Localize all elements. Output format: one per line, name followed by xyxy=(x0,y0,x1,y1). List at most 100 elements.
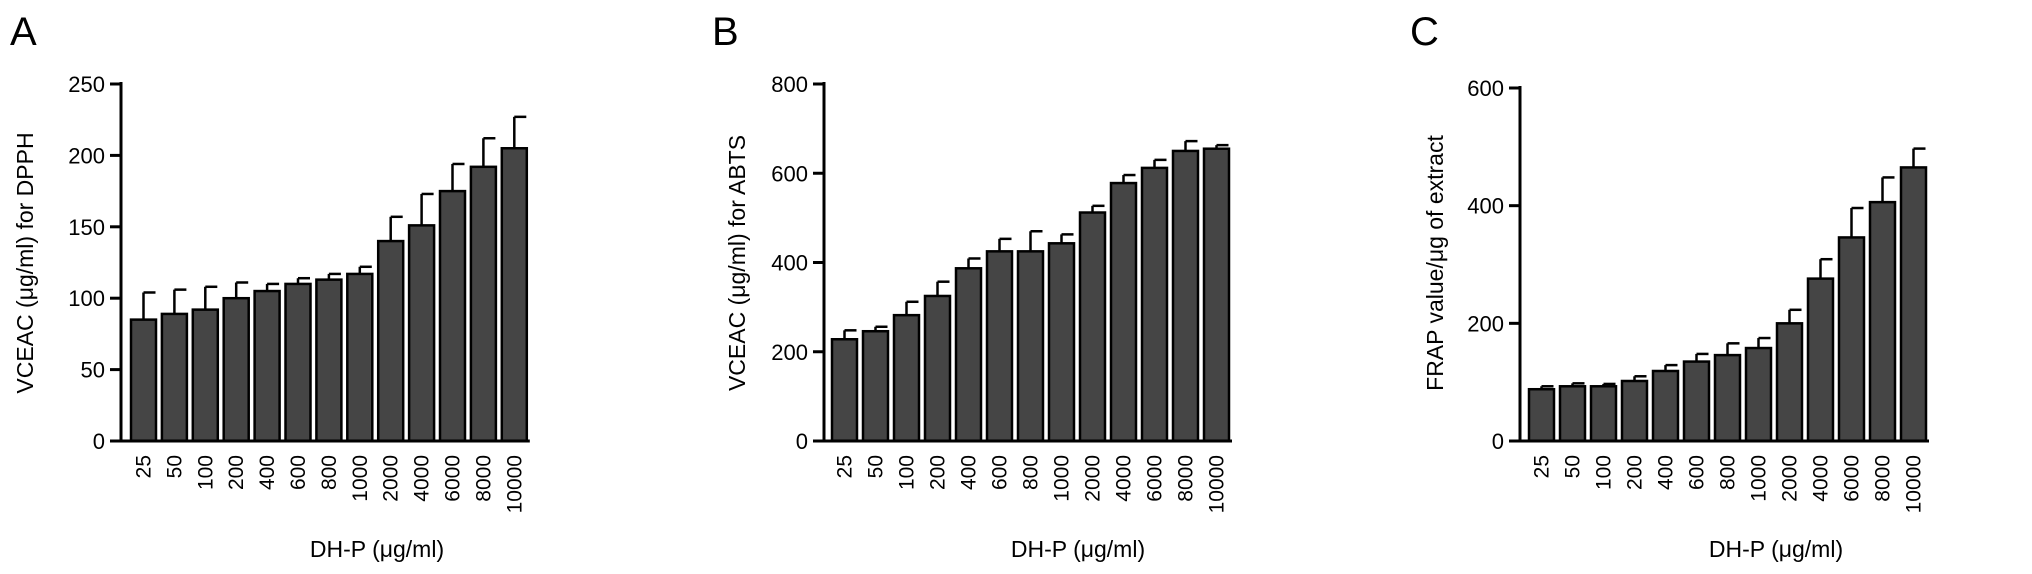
y-axis-title: FRAP value/μg of extract xyxy=(1422,135,1448,391)
y-tick-label: 100 xyxy=(68,286,105,311)
panel-c: C FRAP value/μg of extract DH-P (μg/ml) … xyxy=(1410,10,1929,562)
bar xyxy=(1620,379,1649,443)
x-tick-label: 10000 xyxy=(1206,455,1229,513)
bar xyxy=(892,313,921,443)
x-tick-label: 50 xyxy=(163,455,186,478)
x-tick-label: 10000 xyxy=(1903,455,1926,513)
bar xyxy=(923,294,952,443)
x-tick-label: 1000 xyxy=(1748,455,1771,502)
bar xyxy=(1016,250,1045,443)
x-axis-title: DH-P (μg/ml) xyxy=(1709,536,1843,562)
x-tick-label: 25 xyxy=(834,455,857,478)
x-tick-label: 25 xyxy=(1531,455,1554,478)
y-tick-label: 200 xyxy=(771,340,808,365)
y-tick-label: 600 xyxy=(771,161,808,186)
bar xyxy=(407,224,436,443)
x-axis-title: DH-P (μg/ml) xyxy=(310,536,444,562)
y-tick-label: 0 xyxy=(93,429,105,454)
x-tick-label: 600 xyxy=(287,455,310,490)
x-tick-label: 4000 xyxy=(411,455,434,502)
x-tick-label: 4000 xyxy=(1113,455,1136,502)
x-tick-label: 200 xyxy=(1624,455,1647,490)
panel-letter: B xyxy=(712,10,739,54)
y-tick-label: 600 xyxy=(1467,76,1504,101)
bar xyxy=(1140,166,1169,443)
bar xyxy=(438,189,467,443)
x-tick-label: 6000 xyxy=(442,455,465,502)
x-tick-label: 400 xyxy=(256,455,279,490)
x-tick-label: 1000 xyxy=(1051,455,1074,502)
y-axis-title: VCEAC (μg/ml) for ABTS xyxy=(724,135,750,391)
x-tick-label: 400 xyxy=(1655,455,1678,490)
x-tick-label: 8000 xyxy=(1175,455,1198,502)
bar xyxy=(954,267,983,443)
y-tick-label: 0 xyxy=(796,429,808,454)
panel-a: A VCEAC (μg/ml) for DPPH DH-P (μg/ml) 25… xyxy=(10,10,530,562)
y-tick-label: 50 xyxy=(81,358,105,383)
bar xyxy=(1202,147,1231,443)
bar xyxy=(1078,211,1107,443)
bar xyxy=(1651,369,1680,443)
bar xyxy=(253,289,281,443)
y-tick-label: 200 xyxy=(1467,311,1504,336)
x-axis-title: DH-P (μg/ml) xyxy=(1011,536,1145,562)
y-tick-label: 200 xyxy=(68,143,105,168)
bar xyxy=(129,318,158,443)
bar xyxy=(1837,236,1866,443)
y-tick-label: 400 xyxy=(771,251,808,276)
y-axis-title: VCEAC (μg/ml) for DPPH xyxy=(12,132,38,393)
y-tick-label: 800 xyxy=(771,72,808,97)
y-tick-label: 150 xyxy=(68,215,105,240)
y-tick-label: 250 xyxy=(68,72,105,97)
x-tick-label: 4000 xyxy=(1810,455,1833,502)
bar xyxy=(1109,181,1138,443)
bar xyxy=(1868,200,1897,443)
bar xyxy=(315,278,343,443)
bar xyxy=(1527,387,1556,443)
x-tick-label: 100 xyxy=(896,455,919,490)
x-tick-label: 200 xyxy=(927,455,950,490)
bar xyxy=(1682,360,1711,443)
bar xyxy=(284,282,312,443)
bar xyxy=(1899,166,1928,443)
bar xyxy=(1775,322,1804,443)
bar xyxy=(1171,149,1200,443)
bar xyxy=(346,272,374,443)
x-tick-label: 25 xyxy=(133,455,156,478)
bar xyxy=(1589,385,1618,443)
x-tick-label: 6000 xyxy=(1144,455,1167,502)
bar xyxy=(1713,353,1742,443)
x-tick-label: 8000 xyxy=(472,455,495,502)
x-tick-label: 600 xyxy=(1686,455,1709,490)
bar xyxy=(160,312,189,443)
x-tick-label: 8000 xyxy=(1872,455,1895,502)
x-tick-label: 100 xyxy=(1593,455,1616,490)
x-tick-label: 600 xyxy=(989,455,1012,490)
x-tick-label: 800 xyxy=(1020,455,1043,490)
bar xyxy=(830,338,859,443)
bar xyxy=(376,239,405,443)
panel-b: B VCEAC (μg/ml) for ABTS DH-P (μg/ml) 25… xyxy=(712,10,1232,562)
x-tick-label: 6000 xyxy=(1841,455,1864,502)
bar xyxy=(222,296,250,443)
x-tick-label: 1000 xyxy=(349,455,372,502)
x-tick-label: 10000 xyxy=(503,455,526,513)
bar xyxy=(861,329,890,443)
x-tick-label: 800 xyxy=(318,455,341,490)
panel-letter: C xyxy=(1410,10,1439,54)
x-tick-label: 2000 xyxy=(1779,455,1802,502)
bar xyxy=(1047,242,1076,443)
bar xyxy=(500,147,529,443)
x-tick-label: 50 xyxy=(1562,455,1585,478)
x-tick-label: 100 xyxy=(194,455,217,490)
x-tick-label: 200 xyxy=(225,455,248,490)
bar xyxy=(1744,346,1773,443)
x-tick-label: 50 xyxy=(865,455,888,478)
bar xyxy=(985,250,1014,443)
x-tick-label: 2000 xyxy=(380,455,403,502)
panel-letter: A xyxy=(10,10,37,54)
bar xyxy=(191,308,220,443)
x-tick-label: 400 xyxy=(958,455,981,490)
bar xyxy=(1558,385,1587,443)
